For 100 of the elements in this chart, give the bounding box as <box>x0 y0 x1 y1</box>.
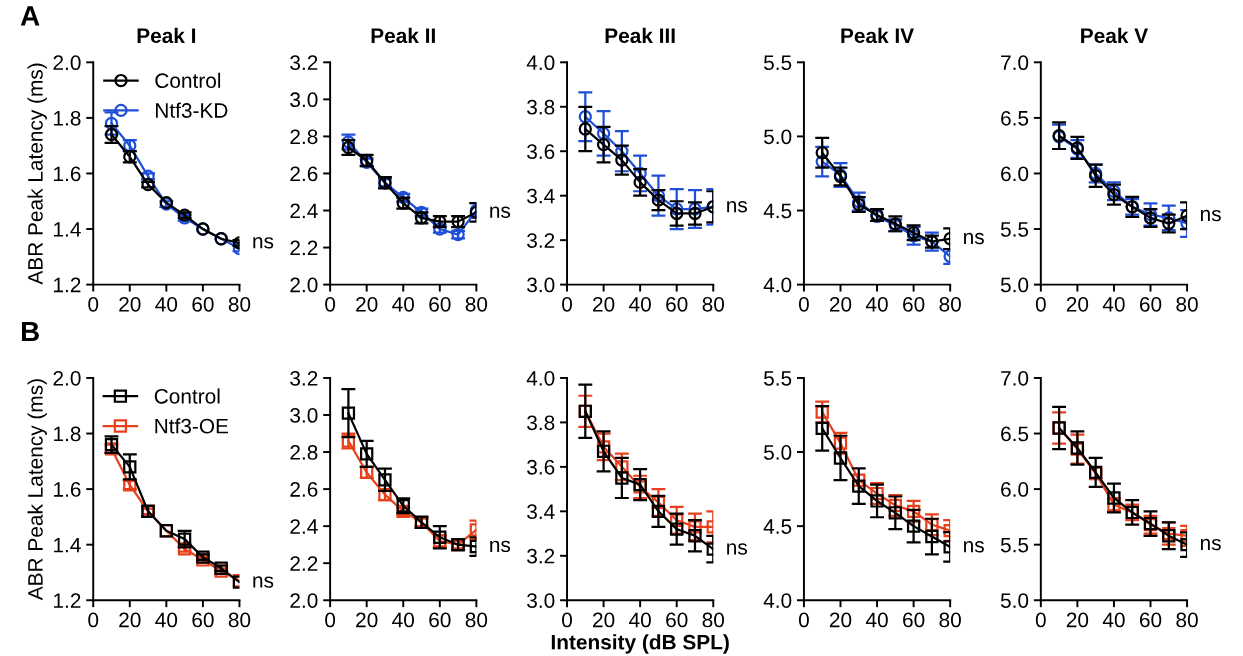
x-tick-label: 20 <box>593 296 615 312</box>
x-tick-label: 60 <box>429 296 451 312</box>
y-tick-label: 7.0 <box>1001 55 1029 71</box>
x-tick-label: 0 <box>562 296 573 312</box>
y-tick-label: 3.0 <box>527 277 555 293</box>
legend-label: Control <box>154 388 220 404</box>
x-tick-label: 0 <box>1035 296 1046 312</box>
y-tick-label: 4.5 <box>763 519 792 534</box>
x-tick-label: 80 <box>228 612 251 628</box>
x-tick-label: 40 <box>1102 296 1125 312</box>
y-tick-label: 3.0 <box>290 408 318 423</box>
x-tick-label: 40 <box>865 296 888 312</box>
x-tick-label: 60 <box>903 296 925 312</box>
x-tick-label: 0 <box>798 612 809 628</box>
y-tick-label: 3.2 <box>527 548 555 564</box>
x-tick-label: 20 <box>356 296 378 312</box>
text: ns <box>727 200 748 213</box>
y-tick-label: 3.2 <box>290 55 318 71</box>
legend-label: Ntf3-OE <box>155 418 229 434</box>
y-tick-label: 2.2 <box>290 240 318 256</box>
y-tick-label: 2.8 <box>290 445 318 460</box>
y-tick-label: 4.0 <box>763 277 792 293</box>
y-tick-label: 6.0 <box>1001 166 1029 182</box>
x-tick-label: 40 <box>155 612 178 628</box>
x-tick-label: 0 <box>88 296 99 312</box>
x-tick-label: 80 <box>702 296 725 312</box>
x-tick-label: 60 <box>429 612 451 628</box>
y-tick-label: 4.0 <box>526 370 555 386</box>
chart-title: Peak V <box>1081 27 1148 44</box>
x-tick-label: 0 <box>798 296 809 312</box>
chart-title: Peak II <box>371 27 435 44</box>
x-tick-label: 80 <box>702 612 725 628</box>
y-tick-label: 1.6 <box>54 166 81 182</box>
x-tick-label: 40 <box>629 612 651 628</box>
x-tick-label: 0 <box>88 612 99 628</box>
text: ns <box>1200 538 1221 551</box>
y-tick-label: 2.2 <box>290 556 318 571</box>
x-tick-label: 60 <box>192 296 214 312</box>
text: ns <box>964 232 984 245</box>
y-tick-label: 3.6 <box>527 459 555 475</box>
y-tick-label: 4.5 <box>763 203 792 219</box>
y-tick-label: 2.6 <box>290 482 318 497</box>
y-tick-label: 1.8 <box>54 426 81 442</box>
chart-title: Peak I <box>137 27 196 44</box>
y-tick-label: 5.0 <box>764 445 792 460</box>
x-tick-label: 0 <box>325 612 336 628</box>
x-tick-label: 80 <box>1176 296 1198 312</box>
y-tick-label: 2.0 <box>290 593 318 608</box>
chart-title: Peak III <box>605 27 675 44</box>
x-tick-label: 20 <box>1066 296 1089 312</box>
x-tick-label: 40 <box>392 296 415 312</box>
y-tick-label: 2.4 <box>290 203 318 219</box>
text: ns <box>727 543 748 555</box>
x-tick-label: 60 <box>192 612 214 628</box>
y-tick-label: 5.5 <box>764 55 792 71</box>
y-tick-label: 2.8 <box>290 129 318 145</box>
x-tick-label: 20 <box>1066 612 1089 628</box>
x-tick-label: 80 <box>939 612 961 628</box>
x-tick-label: 0 <box>562 612 573 628</box>
text: ns <box>253 237 274 249</box>
y-tick-label: 3.2 <box>527 233 555 248</box>
y-tick-label: 5.5 <box>1000 222 1029 237</box>
x-tick-label: 0 <box>325 296 336 312</box>
y-axis-title: ABR Peak Latency (ms) <box>27 63 47 285</box>
x-tick-label: 20 <box>356 612 378 628</box>
x-tick-label: 40 <box>865 612 888 628</box>
y-tick-label: 2.0 <box>53 370 81 386</box>
x-tick-label: 60 <box>1139 296 1162 312</box>
x-tick-label: 80 <box>1176 612 1198 628</box>
x-tick-label: 60 <box>666 612 688 628</box>
x-tick-label: 60 <box>1139 612 1162 628</box>
x-tick-label: 80 <box>465 296 488 312</box>
x-tick-label: 40 <box>392 612 415 628</box>
x-tick-label: 20 <box>829 296 852 312</box>
y-tick-label: 6.0 <box>1001 482 1029 497</box>
x-axis-title: Intensity (dB SPL) <box>551 634 729 654</box>
x-tick-label: 80 <box>939 296 961 312</box>
y-tick-label: 3.6 <box>527 144 555 159</box>
x-tick-label: 0 <box>1035 612 1046 628</box>
y-tick-label: 6.5 <box>1001 426 1029 442</box>
y-tick-label: 5.0 <box>1000 277 1029 293</box>
y-tick-label: 6.5 <box>1001 110 1029 126</box>
x-tick-label: 20 <box>119 612 141 628</box>
y-tick-label: 5.5 <box>764 371 792 386</box>
x-tick-label: 40 <box>629 296 651 312</box>
x-tick-label: 20 <box>119 296 141 312</box>
y-tick-label: 4.0 <box>526 55 555 71</box>
y-tick-label: 1.2 <box>54 593 81 608</box>
text: B <box>21 321 39 342</box>
legend-label: Control <box>155 72 221 89</box>
y-tick-label: 3.0 <box>290 92 318 108</box>
y-tick-label: 5.0 <box>1000 593 1029 608</box>
text: ns <box>253 576 274 588</box>
text: ns <box>490 540 511 553</box>
x-tick-label: 20 <box>829 612 852 628</box>
y-tick-label: 3.2 <box>290 370 318 386</box>
x-tick-label: 60 <box>666 296 688 312</box>
y-tick-label: 3.8 <box>527 99 555 115</box>
y-tick-label: 3.4 <box>527 188 555 204</box>
x-tick-label: 60 <box>903 612 925 628</box>
